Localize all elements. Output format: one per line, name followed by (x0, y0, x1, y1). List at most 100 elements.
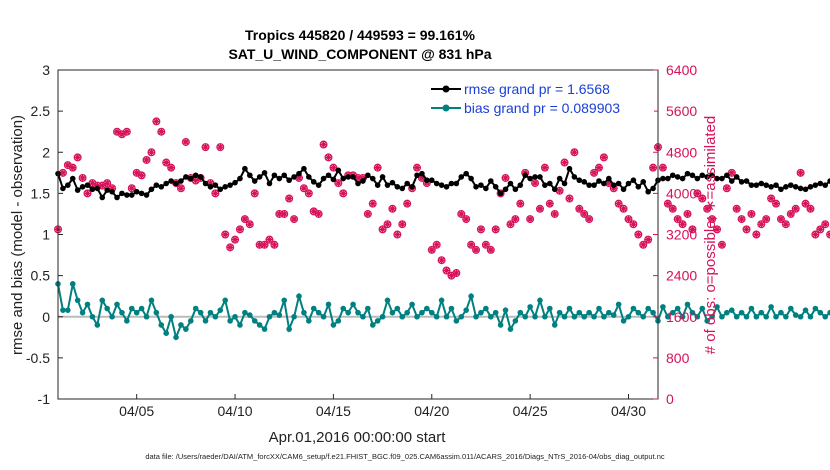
rmse-point (615, 180, 622, 187)
obs-assimilated-point (556, 187, 564, 195)
y-tick-label: 0.5 (31, 268, 51, 284)
rmse-point (379, 174, 386, 180)
obs-assimilated-point (610, 184, 618, 192)
bias-point (374, 318, 381, 324)
rmse-point (114, 194, 120, 201)
bias-point (89, 313, 96, 320)
rmse-point (433, 180, 440, 187)
rmse-point (227, 182, 233, 188)
obs-assimilated-point (383, 220, 392, 228)
rmse-point (242, 165, 248, 172)
rmse-point (94, 185, 101, 192)
y-right-tick-label: 4800 (666, 144, 697, 160)
rmse-point (306, 174, 312, 180)
rmse-point (291, 174, 297, 180)
rmse-point (197, 174, 204, 180)
x-tick-label: 04/05 (119, 403, 154, 419)
bias-point (360, 313, 366, 320)
bias-point (104, 305, 110, 312)
obs-assimilated-point (403, 200, 411, 208)
rmse-point (606, 175, 612, 182)
bias-point (79, 309, 86, 316)
obs-assimilated-point (319, 140, 328, 149)
bias-point (291, 313, 297, 320)
bias-point (630, 305, 637, 312)
rmse-point (360, 178, 366, 184)
bias-point (448, 305, 455, 312)
rmse-point (207, 183, 214, 190)
obs-assimilated-point (482, 241, 490, 249)
bias-series-layer (55, 281, 830, 341)
obs-assimilated-point (423, 179, 431, 187)
rmse-point (758, 180, 765, 187)
bias-point (738, 309, 745, 316)
obs-assimilated-point (285, 194, 293, 203)
obs-assimilated-point (585, 215, 593, 223)
rmse-point (502, 186, 509, 193)
bias-point (143, 313, 150, 320)
bias-point (202, 318, 209, 324)
rmse-point (802, 186, 809, 193)
bias-point (704, 318, 710, 324)
rmse-point (104, 187, 110, 193)
rmse-point (492, 183, 499, 190)
obs-assimilated-point (201, 143, 210, 151)
bias-point (394, 305, 401, 312)
rmse-point (738, 179, 745, 185)
obs-assimilated-point (747, 210, 756, 218)
obs-assimilated-point (772, 200, 780, 208)
obs-assimilated-point (74, 153, 82, 161)
rmse-point (768, 183, 774, 190)
obs-assimilated-point (83, 189, 92, 197)
rmse-point (797, 185, 804, 192)
rmse-point (714, 175, 720, 182)
bias-point (787, 305, 794, 312)
obs-assimilated-point (516, 200, 524, 208)
obs-assimilated-point (777, 215, 785, 223)
obs-assimilated-point (821, 220, 829, 228)
obs-assimilated-point (310, 207, 318, 215)
y-tick-label: 0 (42, 309, 50, 325)
rmse-point (689, 172, 696, 179)
bias-point (355, 309, 361, 316)
rmse-point (276, 175, 283, 182)
rmse-point (630, 177, 637, 184)
obs-assimilated-point (619, 205, 628, 213)
legend-box (426, 78, 654, 120)
obs-assimilated-point (256, 241, 264, 249)
bias-point (315, 309, 322, 316)
rmse-point (443, 183, 450, 190)
obs-assimilated-point (59, 169, 67, 177)
rmse-point (222, 183, 229, 190)
obs-assimilated-point (413, 164, 421, 172)
bias-point (576, 309, 583, 316)
rmse-point (286, 177, 292, 184)
obs-assimilated-point (560, 158, 569, 167)
rmse-point (192, 172, 199, 179)
rmse-point (251, 178, 258, 184)
bias-point (537, 297, 543, 304)
bias-point (138, 305, 145, 312)
bias-point (335, 318, 342, 324)
bias-point (438, 297, 445, 304)
rmse-point (153, 182, 160, 188)
rmse-point (458, 174, 465, 180)
bias-point (674, 305, 681, 312)
obs-assimilated-point (270, 241, 278, 249)
obs-assimilated-point (177, 184, 185, 192)
obs-assimilated-point (600, 153, 608, 161)
x-tick-label: 04/10 (218, 403, 253, 419)
bias-point (478, 309, 484, 316)
rmse-point (320, 175, 327, 182)
bias-point (532, 313, 538, 320)
obs-assimilated-point (260, 241, 269, 249)
obs-assimilated-point (757, 220, 765, 228)
rmse-point (178, 178, 184, 184)
obs-assimilated-point (374, 164, 382, 172)
bias-point (822, 313, 829, 320)
x-tick-label: 04/30 (611, 403, 646, 419)
bias-point (320, 313, 327, 320)
rmse-series-layer (55, 165, 830, 201)
rmse-point (247, 172, 253, 179)
bias-point (773, 313, 779, 320)
